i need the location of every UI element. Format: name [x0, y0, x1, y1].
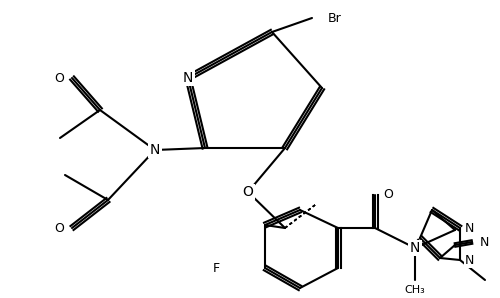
Text: F: F: [213, 262, 220, 274]
Text: N: N: [465, 221, 474, 235]
Text: N: N: [410, 241, 420, 255]
Text: O: O: [54, 72, 64, 85]
Text: O: O: [383, 189, 393, 201]
Text: O: O: [242, 185, 254, 199]
Text: N: N: [465, 254, 474, 266]
Text: N: N: [183, 71, 193, 85]
Text: N: N: [150, 143, 160, 157]
Text: N: N: [480, 235, 490, 249]
Text: CH₃: CH₃: [404, 285, 425, 295]
Text: O: O: [54, 221, 64, 235]
Text: Br: Br: [328, 12, 342, 24]
